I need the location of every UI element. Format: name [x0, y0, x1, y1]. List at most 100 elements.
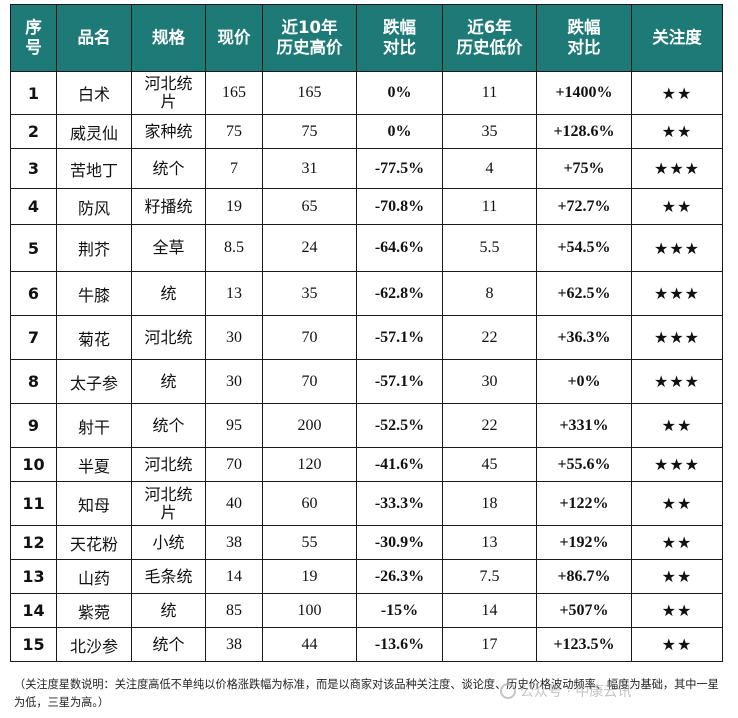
row-index: 15	[10, 627, 57, 662]
row-rise: +507%	[536, 593, 632, 628]
row-price: 7	[205, 148, 263, 189]
row-decline: -52.5%	[356, 403, 443, 448]
wechat-icon	[500, 683, 516, 699]
row-spec: 统	[131, 593, 206, 628]
header-low6: 近6年 历史低价	[442, 4, 537, 72]
row-decline: -57.1%	[356, 359, 443, 404]
row-low6: 11	[442, 71, 537, 115]
price-table: 序 号 品名 规格 现价 近10年 历史高价 跌幅 对比 近6年 历史低价 跌幅…	[10, 4, 723, 662]
row-name: 白术	[56, 71, 132, 115]
row-decline: -15%	[356, 593, 443, 628]
row-price: 38	[205, 627, 263, 662]
row-name: 北沙参	[56, 627, 132, 662]
row-index: 4	[10, 188, 57, 225]
row-spec: 河北统	[131, 315, 206, 360]
row-index: 2	[10, 114, 57, 149]
watermark-text: 公众号 · 中康云讯	[520, 684, 632, 700]
row-stars: ★★	[631, 593, 723, 628]
row-decline: -41.6%	[356, 447, 443, 482]
header-index: 序 号	[10, 4, 57, 72]
row-high10: 44	[262, 627, 357, 662]
row-name: 知母	[56, 481, 132, 526]
header-price-label: 现价	[217, 28, 251, 47]
row-low6: 11	[442, 188, 537, 225]
row-low6: 17	[442, 627, 537, 662]
row-index: 1	[10, 71, 57, 115]
header-attention-label: 关注度	[652, 28, 702, 47]
row-index: 10	[10, 447, 57, 482]
row-high10: 70	[262, 315, 357, 360]
row-stars: ★★★	[631, 271, 723, 316]
header-spec: 规格	[131, 4, 206, 72]
row-decline: 0%	[356, 71, 443, 115]
row-name: 威灵仙	[56, 114, 132, 149]
row-rise: +86.7%	[536, 559, 632, 594]
row-decline: -26.3%	[356, 559, 443, 594]
row-stars: ★★★	[631, 359, 723, 404]
row-low6: 35	[442, 114, 537, 149]
table-row: 4 防风 籽播统 19 65 -70.8% 11 +72.7% ★★	[10, 188, 723, 225]
header-spec-label: 规格	[152, 28, 185, 47]
table-row: 2 威灵仙 家种统 75 75 0% 35 +128.6% ★★	[10, 114, 723, 149]
row-spec: 统	[131, 359, 206, 404]
row-name: 太子参	[56, 359, 132, 404]
row-name: 天花粉	[56, 525, 132, 560]
row-decline: -13.6%	[356, 627, 443, 662]
row-index: 9	[10, 403, 57, 448]
row-name: 山药	[56, 559, 132, 594]
row-name: 荆芥	[56, 224, 132, 272]
header-low6-label: 近6年 历史低价	[456, 18, 523, 57]
row-spec: 小统	[131, 525, 206, 560]
table-row: 9 射干 统个 95 200 -52.5% 22 +331% ★★	[10, 403, 723, 448]
table-row: 11 知母 河北统 片 40 60 -33.3% 18 +122% ★★	[10, 481, 723, 526]
row-stars: ★★★	[631, 315, 723, 360]
row-spec: 河北统	[131, 447, 206, 482]
row-decline: 0%	[356, 114, 443, 149]
row-rise: +36.3%	[536, 315, 632, 360]
row-low6: 45	[442, 447, 537, 482]
row-rise: +123.5%	[536, 627, 632, 662]
table-row: 6 牛膝统 13 35 -62.8% 8 +62.5% ★★★	[10, 271, 723, 316]
row-spec: 统	[131, 271, 206, 316]
row-low6: 8	[442, 271, 537, 316]
row-price: 85	[205, 593, 263, 628]
row-name: 防风	[56, 188, 132, 225]
row-rise: +128.6%	[536, 114, 632, 149]
row-spec: 籽播统	[131, 188, 206, 225]
row-stars: ★★	[631, 71, 723, 115]
table-row: 14 紫菀统 85 100 -15% 14 +507% ★★	[10, 593, 723, 628]
row-price: 165	[205, 71, 263, 115]
row-high10: 24	[262, 224, 357, 272]
row-index: 3	[10, 148, 57, 189]
row-rise: +72.7%	[536, 188, 632, 225]
row-decline: -33.3%	[356, 481, 443, 526]
row-price: 38	[205, 525, 263, 560]
row-index: 6	[10, 271, 57, 316]
row-spec: 河北统 片	[131, 481, 206, 526]
row-stars: ★★★	[631, 148, 723, 189]
row-rise: +192%	[536, 525, 632, 560]
row-name: 苦地丁	[56, 148, 132, 189]
row-index: 12	[10, 525, 57, 560]
row-stars: ★★	[631, 481, 723, 526]
row-stars: ★★	[631, 403, 723, 448]
row-name: 菊花	[56, 315, 132, 360]
row-high10: 19	[262, 559, 357, 594]
row-price: 75	[205, 114, 263, 149]
row-spec: 统个	[131, 627, 206, 662]
table-body: 1 白术 河北统 片 165 165 0% 11 +1400% ★★ 2 威灵仙 家种统 75 75 0%…	[10, 71, 723, 662]
row-spec: 全草	[131, 224, 206, 272]
table-row: 15 北沙参 统个 38 44 -13.6% 17 +123.5% ★★	[10, 627, 723, 662]
row-high10: 31	[262, 148, 357, 189]
row-stars: ★★	[631, 188, 723, 225]
row-high10: 60	[262, 481, 357, 526]
row-low6: 14	[442, 593, 537, 628]
table-row: 10 半夏 河北统 70 120 -41.6% 45 +55.6% ★★★	[10, 447, 723, 482]
row-decline: -62.8%	[356, 271, 443, 316]
row-low6: 13	[442, 525, 537, 560]
row-name: 紫菀	[56, 593, 132, 628]
row-low6: 5.5	[442, 224, 537, 272]
row-index: 8	[10, 359, 57, 404]
row-stars: ★★★	[631, 447, 723, 482]
row-name: 射干	[56, 403, 132, 448]
